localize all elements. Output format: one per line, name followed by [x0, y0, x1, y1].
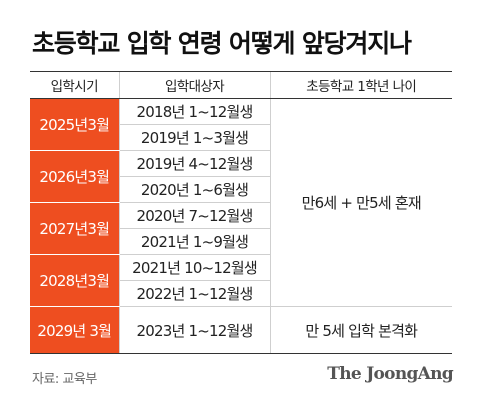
target-cell: 2019년 4~12월생	[118, 150, 270, 177]
table-row: 2027년3월 2020년 7~12월생	[30, 202, 452, 255]
age-cell-five: 만 5세 입학 본격화	[269, 306, 452, 354]
column-header-year: 입학시기	[30, 71, 119, 99]
table-row: 2021년 1~9월생	[30, 228, 452, 255]
column-header-target: 입학대상자	[118, 71, 270, 99]
table-row: 2022년 1~12월생	[30, 280, 452, 307]
column-header-age: 초등학교 1학년 나이	[269, 71, 452, 99]
age-cell-mixed: 만6세 + 만5세 혼재	[269, 98, 452, 307]
table-row: 2026년3월 2019년 4~12월생	[30, 150, 452, 203]
target-cell: 2021년 10~12월생	[118, 254, 270, 281]
target-cell: 2022년 1~12월생	[118, 280, 270, 307]
year-cell-2028: 2028년3월	[30, 254, 119, 307]
chart-title: 초등학교 입학 연령 어떻게 앞당겨지나	[32, 29, 412, 58]
target-cell: 2020년 1~6월생	[118, 176, 270, 203]
source-note: 자료: 교육부	[32, 372, 97, 387]
year-cell-2025: 2025년3월	[30, 98, 119, 151]
target-cell: 2021년 1~9월생	[118, 228, 270, 255]
year-cell-2027: 2027년3월	[30, 202, 119, 255]
target-cell: 2019년 1~3월생	[118, 124, 270, 151]
enrollment-schedule-table: 입학시기 입학대상자 초등학교 1학년 나이 2025년3월 2018년 1~1…	[30, 71, 452, 354]
table-row: 2020년 1~6월생	[30, 176, 452, 203]
year-cell-2026: 2026년3월	[30, 150, 119, 203]
target-cell: 2023년 1~12월생	[118, 306, 270, 354]
target-cell: 2018년 1~12월생	[118, 98, 270, 125]
table-row: 2019년 1~3월생	[30, 124, 452, 151]
table-row: 2025년3월 2018년 1~12월생 만6세 + 만5세 혼재	[30, 98, 452, 307]
table-row: 2029년 3월 2023년 1~12월생 만 5세 입학 본격화	[30, 306, 452, 354]
table-header-row: 입학시기 입학대상자 초등학교 1학년 나이	[30, 71, 452, 99]
year-cell-2029: 2029년 3월	[30, 306, 119, 354]
table-row: 2028년3월 2021년 10~12월생	[30, 254, 452, 307]
target-cell: 2020년 7~12월생	[118, 202, 270, 229]
publisher-logo: The JoongAng	[327, 364, 453, 384]
